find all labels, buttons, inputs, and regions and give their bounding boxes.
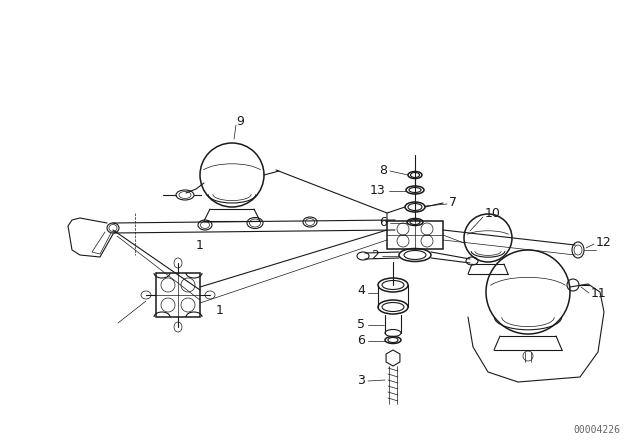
Text: 3: 3 (357, 374, 365, 387)
Text: 13: 13 (369, 184, 385, 197)
Text: 7: 7 (449, 195, 457, 208)
Text: 6: 6 (357, 333, 365, 346)
Text: 2: 2 (371, 249, 379, 262)
Text: 00004226: 00004226 (573, 425, 620, 435)
Text: 1: 1 (216, 303, 224, 316)
Bar (387, 221, 443, 249)
Text: 12: 12 (596, 236, 612, 249)
Bar (156, 273, 200, 317)
Polygon shape (386, 350, 400, 366)
Text: 10: 10 (485, 207, 501, 220)
Text: 5: 5 (357, 318, 365, 331)
Text: 9: 9 (236, 115, 244, 128)
Text: 1: 1 (196, 238, 204, 251)
Text: 4: 4 (357, 284, 365, 297)
Text: 6: 6 (379, 215, 387, 228)
Text: 11: 11 (591, 287, 607, 300)
Text: 8: 8 (379, 164, 387, 177)
